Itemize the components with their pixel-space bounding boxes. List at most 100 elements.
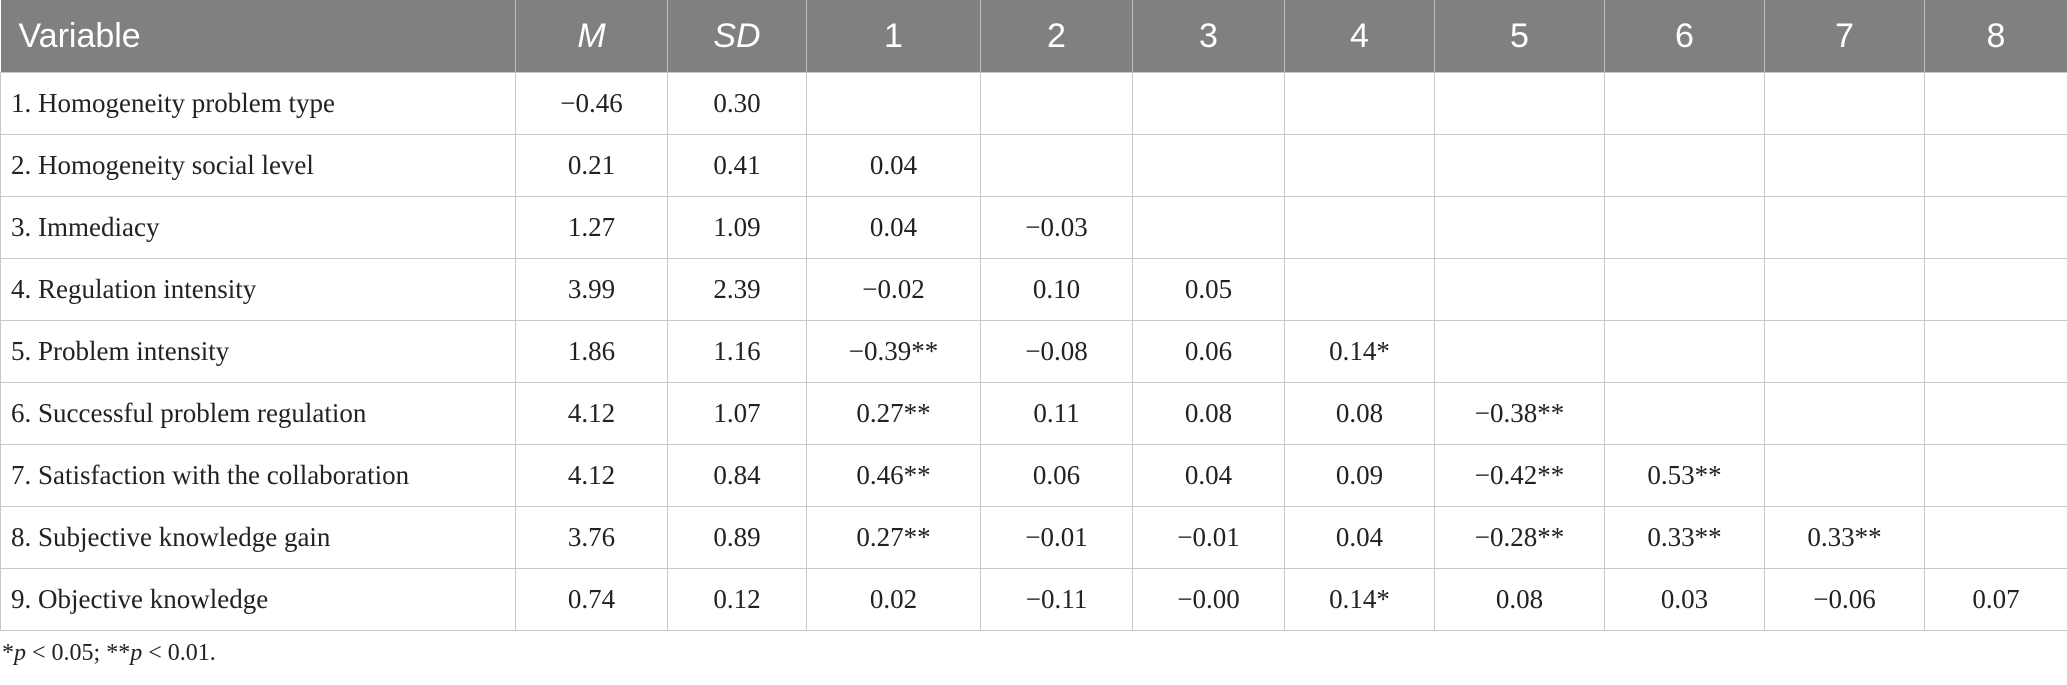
sd-cell: 0.12 — [667, 568, 807, 631]
correlation-cell — [980, 134, 1133, 197]
correlation-cell — [1764, 444, 1925, 507]
correlation-cell — [1924, 382, 2067, 445]
correlation-cell: 0.04 — [1284, 506, 1435, 569]
correlation-cell: −0.11 — [980, 568, 1133, 631]
correlation-cell: 0.08 — [1434, 568, 1605, 631]
header-col-7: 7 — [1764, 0, 1925, 73]
correlation-cell: 0.06 — [1132, 320, 1285, 383]
correlation-cell: −0.08 — [980, 320, 1133, 383]
correlation-cell: 0.33** — [1604, 506, 1765, 569]
correlation-cell: 0.27** — [806, 382, 981, 445]
sd-cell: 1.07 — [667, 382, 807, 445]
variable-label: 7. Satisfaction with the collaboration — [0, 444, 516, 507]
header-sd: SD — [667, 0, 807, 73]
table-row: 9. Objective knowledge 0.74 0.12 0.02 −0.11−… — [0, 568, 2067, 631]
variable-label: 6. Successful problem regulation — [0, 382, 516, 445]
mean-cell: 3.76 — [515, 506, 668, 569]
correlation-cell: 0.11 — [980, 382, 1133, 445]
correlation-cell: −0.01 — [980, 506, 1133, 569]
correlation-table-container: Variable M SD 1 2 3 4 5 6 7 8 1. Homogen… — [0, 0, 2067, 631]
header-row: Variable M SD 1 2 3 4 5 6 7 8 — [0, 0, 2067, 73]
mean-cell: 0.74 — [515, 568, 668, 631]
correlation-cell: 0.09 — [1284, 444, 1435, 507]
correlation-cell: −0.06 — [1764, 568, 1925, 631]
variable-label: 8. Subjective knowledge gain — [0, 506, 516, 569]
correlation-cell: 0.02 — [806, 568, 981, 631]
correlation-cell: 0.04 — [806, 134, 981, 197]
mean-cell: 4.12 — [515, 382, 668, 445]
correlation-cell: −0.39** — [806, 320, 981, 383]
correlation-cell — [806, 72, 981, 135]
table-footnote: *p < 0.05; **p < 0.01. — [2, 640, 216, 667]
correlation-cell: 0.05 — [1132, 258, 1285, 321]
correlation-cell — [1434, 320, 1605, 383]
sd-cell: 0.84 — [667, 444, 807, 507]
table-row: 4. Regulation intensity 3.99 2.39 −0.02 0.10… — [0, 258, 2067, 321]
mean-cell: 1.27 — [515, 196, 668, 259]
correlation-cell: 0.08 — [1132, 382, 1285, 445]
correlation-cell — [1284, 134, 1435, 197]
header-col-3: 3 — [1132, 0, 1285, 73]
variable-label: 1. Homogeneity problem type — [0, 72, 516, 135]
footnote-text-2: < 0.01. — [142, 640, 216, 666]
sd-cell: 1.09 — [667, 196, 807, 259]
correlation-cell: −0.02 — [806, 258, 981, 321]
correlation-cell: −0.38** — [1434, 382, 1605, 445]
correlation-cell — [1924, 196, 2067, 259]
header-col-1: 1 — [806, 0, 981, 73]
correlation-cell — [1924, 444, 2067, 507]
mean-cell: 1.86 — [515, 320, 668, 383]
mean-cell: −0.46 — [515, 72, 668, 135]
correlation-cell: 0.08 — [1284, 382, 1435, 445]
table-row: 5. Problem intensity 1.86 1.16 −0.39** −0.08… — [0, 320, 2067, 383]
correlation-cell: 0.07 — [1924, 568, 2067, 631]
variable-label: 2. Homogeneity social level — [0, 134, 516, 197]
correlation-cell — [1764, 134, 1925, 197]
correlation-cell — [1764, 320, 1925, 383]
correlation-cell — [1132, 72, 1285, 135]
correlation-cell — [1604, 382, 1765, 445]
mean-cell: 4.12 — [515, 444, 668, 507]
correlation-cell — [1924, 320, 2067, 383]
sd-cell: 2.39 — [667, 258, 807, 321]
sd-cell: 0.89 — [667, 506, 807, 569]
correlation-cell — [1924, 258, 2067, 321]
variable-label: 9. Objective knowledge — [0, 568, 516, 631]
correlation-cell: 0.03 — [1604, 568, 1765, 631]
header-col-2: 2 — [980, 0, 1133, 73]
correlation-cell — [1604, 258, 1765, 321]
table-row: 3. Immediacy 1.27 1.09 0.04 −0.03 — [0, 196, 2067, 259]
correlation-table: Variable M SD 1 2 3 4 5 6 7 8 1. Homogen… — [0, 0, 2067, 631]
header-col-5: 5 — [1434, 0, 1605, 73]
correlation-cell — [1132, 134, 1285, 197]
correlation-cell — [1284, 72, 1435, 135]
correlation-cell — [1284, 196, 1435, 259]
footnote-star: * — [2, 640, 14, 666]
header-col-6: 6 — [1604, 0, 1765, 73]
sd-cell: 1.16 — [667, 320, 807, 383]
correlation-cell: 0.33** — [1764, 506, 1925, 569]
correlation-cell: 0.04 — [806, 196, 981, 259]
table-row: 8. Subjective knowledge gain 3.76 0.89 0.27… — [0, 506, 2067, 569]
correlation-cell: −0.01 — [1132, 506, 1285, 569]
mean-cell: 0.21 — [515, 134, 668, 197]
correlation-cell: −0.00 — [1132, 568, 1285, 631]
correlation-cell — [1924, 506, 2067, 569]
header-variable: Variable — [0, 0, 516, 73]
mean-cell: 3.99 — [515, 258, 668, 321]
header-col-8: 8 — [1924, 0, 2067, 73]
correlation-cell — [1434, 258, 1605, 321]
correlation-cell — [1764, 72, 1925, 135]
footnote-text-1: < 0.05; ** — [26, 640, 131, 666]
correlation-cell — [1604, 196, 1765, 259]
header-mean: M — [515, 0, 668, 73]
correlation-cell: −0.03 — [980, 196, 1133, 259]
correlation-cell — [1764, 382, 1925, 445]
table-row: 6. Successful problem regulation 4.12 1.07… — [0, 382, 2067, 445]
footnote-p2: p — [130, 640, 143, 666]
correlation-cell — [1604, 134, 1765, 197]
variable-label: 3. Immediacy — [0, 196, 516, 259]
variable-label: 4. Regulation intensity — [0, 258, 516, 321]
sd-cell: 0.30 — [667, 72, 807, 135]
correlation-cell: 0.10 — [980, 258, 1133, 321]
